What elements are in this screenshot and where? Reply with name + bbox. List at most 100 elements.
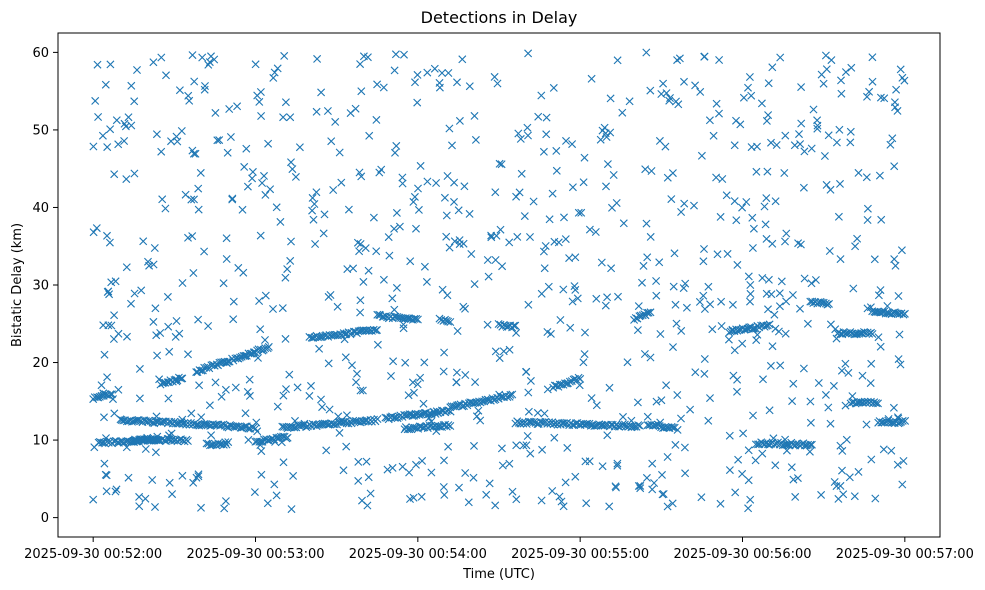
detection-point xyxy=(312,107,321,116)
detection-point xyxy=(509,321,518,330)
detection-point xyxy=(826,419,835,428)
detection-point xyxy=(762,234,771,243)
detection-point xyxy=(257,470,266,479)
detection-point xyxy=(251,60,260,69)
detection-point xyxy=(837,76,845,85)
detection-point xyxy=(308,193,317,202)
detection-point xyxy=(690,201,698,210)
detection-point xyxy=(734,455,743,464)
detection-point xyxy=(806,418,815,427)
detection-point xyxy=(458,55,467,64)
detection-point xyxy=(746,281,755,289)
detection-point xyxy=(483,256,492,264)
detection-point xyxy=(832,482,841,491)
detection-point xyxy=(152,331,161,340)
detection-point xyxy=(824,403,833,412)
detection-point xyxy=(838,330,847,339)
detection-point xyxy=(260,171,268,180)
detection-point xyxy=(644,308,653,317)
detection-point xyxy=(680,199,689,208)
detection-point xyxy=(540,264,549,273)
detection-point xyxy=(620,420,629,429)
detection-point xyxy=(823,300,832,309)
detection-point xyxy=(112,485,121,494)
detection-point xyxy=(592,294,601,303)
detection-point xyxy=(863,92,871,101)
detection-point xyxy=(377,165,386,174)
detection-point xyxy=(404,391,413,400)
detection-point xyxy=(177,127,186,135)
detection-point xyxy=(491,188,500,197)
detection-point xyxy=(273,402,282,411)
detection-point xyxy=(470,280,479,289)
detection-point xyxy=(253,427,262,436)
detection-point xyxy=(161,204,170,213)
detection-point xyxy=(448,141,456,150)
detection-point xyxy=(331,117,340,126)
detection-point xyxy=(868,330,877,338)
detection-point xyxy=(534,112,543,121)
detection-point xyxy=(663,173,672,182)
detection-point xyxy=(862,420,871,429)
detection-point xyxy=(455,116,464,125)
detection-point xyxy=(127,299,135,308)
detection-point xyxy=(333,302,342,311)
detection-point xyxy=(771,197,780,206)
detection-point xyxy=(470,441,478,450)
detection-point xyxy=(863,216,872,224)
detection-point xyxy=(444,421,453,430)
detection-point xyxy=(485,479,494,488)
detection-point xyxy=(657,423,666,432)
detection-point xyxy=(782,440,791,449)
detection-point xyxy=(636,484,645,493)
detection-point xyxy=(412,460,420,469)
detection-point xyxy=(741,325,750,334)
detection-point xyxy=(875,171,884,180)
detection-point xyxy=(121,122,130,131)
detection-point xyxy=(793,474,802,483)
detection-point xyxy=(241,409,250,418)
detection-point xyxy=(652,291,661,300)
detection-point xyxy=(603,293,612,302)
detection-point xyxy=(300,419,309,428)
y-tick-label: 0 xyxy=(41,511,49,526)
detection-point xyxy=(717,322,726,330)
detection-point xyxy=(512,328,521,337)
detection-point xyxy=(483,320,492,329)
y-tick-label: 10 xyxy=(32,434,49,449)
detection-point xyxy=(498,262,507,271)
detection-point xyxy=(680,443,689,452)
detection-point xyxy=(851,242,860,251)
detection-point xyxy=(150,244,159,252)
detection-point xyxy=(648,459,657,468)
detection-point xyxy=(749,411,757,420)
detection-point xyxy=(770,310,779,319)
detection-point xyxy=(149,317,158,326)
detection-point xyxy=(822,65,831,74)
detection-point xyxy=(414,205,423,214)
detection-point xyxy=(175,329,184,338)
detection-point xyxy=(354,457,363,466)
detection-point xyxy=(598,462,607,471)
detection-point xyxy=(633,398,642,407)
detection-point xyxy=(283,265,292,274)
detection-point xyxy=(261,336,269,344)
detection-point xyxy=(431,409,440,418)
detection-point xyxy=(841,68,850,77)
detection-point xyxy=(156,329,165,337)
detection-point xyxy=(464,498,473,507)
detection-point xyxy=(764,305,772,314)
x-tick-label: 2025-09-30 00:52:00 xyxy=(24,547,162,562)
detection-point xyxy=(516,134,525,143)
detection-point xyxy=(826,185,835,194)
detection-point xyxy=(844,368,853,377)
detection-point xyxy=(442,211,451,220)
detection-point xyxy=(894,355,903,364)
detection-point xyxy=(603,160,612,169)
detection-point xyxy=(440,193,449,202)
detection-point xyxy=(496,393,505,401)
detection-point xyxy=(423,177,432,186)
detection-point xyxy=(153,432,162,441)
detection-point xyxy=(867,359,876,368)
detection-point xyxy=(747,91,756,100)
